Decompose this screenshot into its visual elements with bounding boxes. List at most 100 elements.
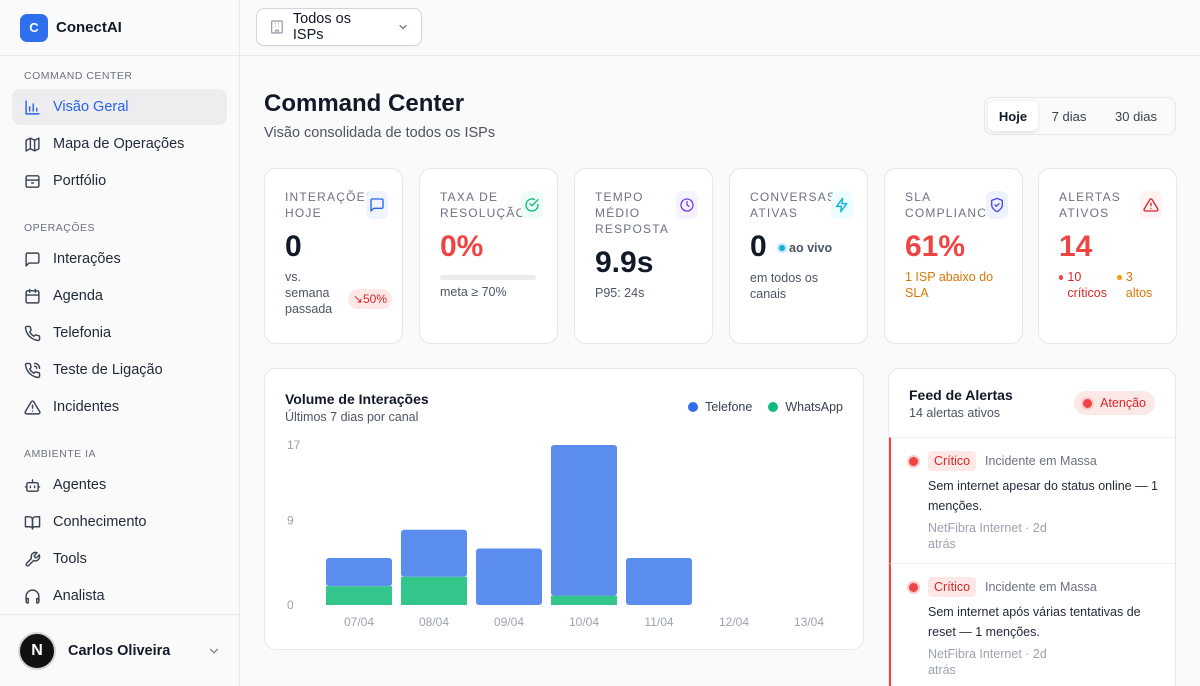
chevron-down-icon[interactable] (207, 644, 221, 658)
kpi-card-interacoes[interactable]: INTERAÇÕES HOJE 0 vs. semana passada ↘50… (264, 168, 403, 344)
high-count: 3 altos (1125, 270, 1153, 300)
kpi-label: ALERTAS ATIVOS (1059, 190, 1121, 220)
wrench-icon (25, 551, 41, 567)
sidebar-item-label: Tools (53, 551, 87, 567)
x-tick-label: 10/04 (569, 615, 599, 629)
sidebar-item-incidentes[interactable]: Incidentes (12, 389, 227, 425)
alert-breakdown: 10 críticos 3 altos (1059, 269, 1156, 301)
chart-subtitle: Últimos 7 dias por canal (285, 410, 419, 424)
critical-count: 10 críticos (1067, 270, 1108, 300)
sidebar-item-agenda[interactable]: Agenda (12, 278, 227, 314)
sidebar-item-mapa-operacoes[interactable]: Mapa de Operações (12, 126, 227, 162)
sidebar-item-analista[interactable]: Analista (12, 578, 227, 614)
sidebar: C ConectAI COMMAND CENTER Visão Geral Ma… (0, 0, 240, 686)
feed-subtitle: 14 alertas ativos (909, 406, 1001, 420)
attention-dot (1081, 396, 1095, 410)
x-tick-label: 09/04 (494, 615, 524, 629)
alert-meta: NetFibra Internet · 2d atrás (928, 521, 1047, 551)
x-tick-label: 11/04 (644, 615, 673, 629)
bar-whatsapp-08-04[interactable] (401, 576, 467, 605)
kpi-value: 0 (750, 230, 767, 263)
bar-whatsapp-07-04[interactable] (326, 586, 392, 605)
kpi-card-tempo[interactable]: TEMPO MÉDIO RESPOSTA 9.9s P95: 24s (574, 168, 713, 344)
sidebar-item-visao-geral[interactable]: Visão Geral (12, 89, 227, 125)
sidebar-item-tools[interactable]: Tools (12, 541, 227, 577)
alert-dot (907, 455, 920, 468)
kpi-value: 0 (285, 230, 302, 263)
kpi-label: TAXA DE RESOLUÇÃO (440, 190, 527, 220)
legend-item-whatsapp[interactable]: WhatsApp (768, 400, 843, 414)
user-menu[interactable]: N Carlos Oliveira (0, 614, 239, 686)
sidebar-item-label: Mapa de Operações (53, 136, 185, 152)
severity-badge: Crítico (928, 577, 977, 597)
sidebar-item-conhecimento[interactable]: Conhecimento (12, 504, 227, 540)
map-icon (25, 136, 40, 152)
sidebar-item-interacoes[interactable]: Interações (12, 241, 227, 277)
sidebar-item-teste-ligacao[interactable]: Teste de Ligação (12, 352, 227, 388)
kpi-value: 61% (905, 230, 966, 263)
shield-check-icon (986, 191, 1008, 219)
page-title: Command Center (264, 90, 465, 117)
topbar: Todos os ISPs (240, 0, 1200, 56)
kpi-card-conversas[interactable]: CONVERSAS ATIVAS 0 ao vivo em todos os c… (729, 168, 868, 344)
y-tick-label: 9 (287, 513, 294, 527)
kpi-card-resolucao[interactable]: TAXA DE RESOLUÇÃO 0% meta ≥ 70% (419, 168, 558, 344)
bar-chart-icon (25, 99, 40, 115)
sidebar-item-agentes[interactable]: Agentes (12, 467, 227, 503)
sidebar-item-portfolio[interactable]: Portfólio (12, 163, 227, 199)
message-square-icon (25, 251, 40, 267)
bar-telefone-07-04[interactable] (326, 557, 392, 587)
sidebar-item-label: Analista (53, 588, 105, 604)
bar-telefone-10-04[interactable] (551, 445, 617, 596)
x-tick-label: 07/04 (344, 615, 374, 629)
sidebar-item-telefonia[interactable]: Telefonia (12, 315, 227, 351)
trend-badge: ↘50% (347, 289, 392, 309)
alert-dot (907, 581, 920, 594)
attention-badge: Atenção (1074, 391, 1155, 415)
legend-item-telefone[interactable]: Telefone (688, 400, 752, 414)
kpi-value: 0% (440, 230, 484, 263)
brand[interactable]: C ConectAI (0, 0, 239, 56)
x-tick-label: 08/04 (419, 615, 449, 629)
kpi-card-sla[interactable]: SLA COMPLIANCE 61% 1 ISP abaixo do SLA (884, 168, 1023, 344)
y-tick-label: 0 (287, 598, 294, 612)
alert-item[interactable]: Crítico Incidente em Massa Sem internet … (889, 437, 1175, 563)
kpi-card-alertas[interactable]: ALERTAS ATIVOS 14 10 críticos 3 altos (1038, 168, 1177, 344)
alerts-feed-card: Feed de Alertas 14 alertas ativos Atençã… (888, 368, 1176, 686)
brand-logo: C (20, 13, 48, 42)
kpi-note: P95: 24s (595, 286, 645, 300)
critical-dot (1059, 275, 1064, 280)
kpi-note: 1 ISP abaixo do SLA (905, 270, 994, 300)
kpi-value-row: 0 ao vivo (750, 229, 847, 266)
feed-title: Feed de Alertas (909, 387, 1013, 403)
kpi-label: SLA COMPLIANCE (905, 190, 997, 220)
bar-telefone-08-04[interactable] (401, 529, 467, 577)
live-label: ao vivo (789, 241, 833, 256)
avatar: N (18, 631, 56, 670)
kpi-label: INTERAÇÕES HOJE (285, 190, 376, 220)
calendar-icon (25, 288, 40, 304)
range-30-dias-button[interactable]: 30 dias (1115, 108, 1157, 124)
bar-whatsapp-10-04[interactable] (551, 595, 617, 605)
bar-telefone-11-04[interactable] (626, 557, 692, 605)
alert-category: Incidente em Massa (985, 454, 1097, 468)
headphones-icon (25, 588, 40, 604)
alert-text: Sem internet após várias tentativas de r… (928, 605, 1141, 639)
nav-section-ambiente-ia: AMBIENTE IA (24, 448, 97, 460)
sidebar-item-label: Telefonia (53, 325, 112, 341)
bar-telefone-09-04[interactable] (476, 548, 542, 605)
alert-category: Incidente em Massa (985, 580, 1097, 594)
isp-selector[interactable]: Todos os ISPs (256, 8, 422, 46)
briefcase-icon (25, 174, 40, 188)
kpi-value: 14 (1059, 230, 1093, 263)
range-hoje-button[interactable]: Hoje (988, 101, 1038, 131)
volume-bar-chart: 0 9 17 07/04 08/04 09/04 10/04 11/04 12/04 13/04 (287, 438, 824, 629)
legend-label: WhatsApp (785, 400, 843, 414)
alert-triangle-icon (24, 399, 41, 415)
alert-text: Sem internet apesar do status online — 1… (928, 479, 1158, 513)
nav-section-command-center: COMMAND CENTER (24, 70, 133, 82)
alert-meta: NetFibra Internet · 2d atrás (928, 647, 1047, 677)
phone-call-icon (24, 362, 41, 378)
range-7-dias-button[interactable]: 7 dias (1051, 108, 1087, 124)
alert-item[interactable]: Crítico Incidente em Massa Sem internet … (889, 563, 1175, 686)
